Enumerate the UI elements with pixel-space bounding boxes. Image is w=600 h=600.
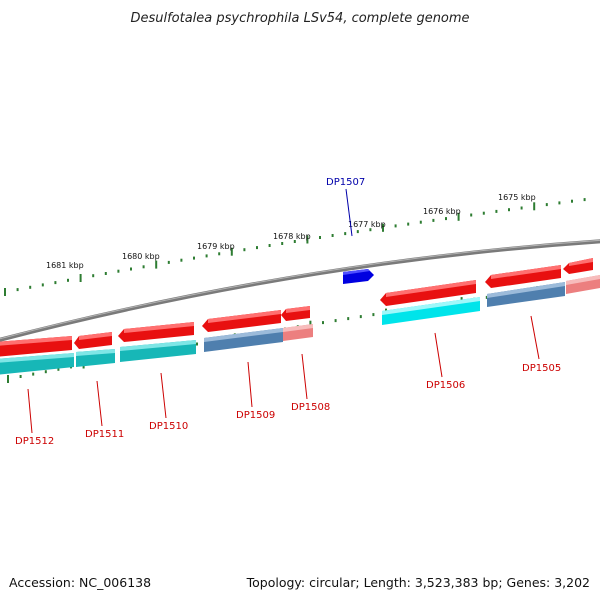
minor-tick [130, 267, 132, 271]
minor-tick [29, 285, 32, 289]
gene-label-dp1510[interactable]: DP1510 [149, 421, 188, 432]
gene-label-dp1505[interactable]: DP1505 [522, 363, 561, 374]
genome-backbone-highlight [0, 239, 600, 340]
feature-bar-dp1508[interactable] [283, 324, 313, 341]
minor-tick [205, 254, 208, 258]
minor-tick [583, 198, 586, 202]
minor-tick [407, 222, 410, 226]
gene-label-dp1511[interactable]: DP1511 [85, 429, 124, 440]
minor-tick [142, 265, 145, 269]
scale-label-1679: 1679 kbp [197, 242, 235, 251]
map-title: Desulfotalea psychrophila LSv54, complet… [130, 11, 469, 26]
minor-tick [92, 274, 95, 278]
minor-tick [167, 260, 170, 264]
minor-tick [482, 211, 485, 215]
genome-backbone [0, 239, 600, 342]
minor-tick [44, 370, 47, 374]
minor-tick [243, 248, 246, 252]
minor-tick [359, 315, 362, 319]
outer-scale-ticks [4, 198, 586, 296]
label-leaders [27, 188, 540, 434]
scale-label-1677: 1677 kbp [348, 220, 386, 229]
minor-tick [67, 278, 69, 282]
feature-bar-dp1504[interactable] [566, 275, 600, 294]
minor-tick [117, 269, 120, 273]
major-tick [230, 247, 233, 256]
minor-tick [432, 218, 435, 222]
minor-tick [104, 272, 107, 275]
minor-tick [196, 342, 198, 346]
feature-bar-dp1510[interactable] [120, 340, 196, 362]
minor-tick [57, 367, 60, 371]
gene-dp1509-arrow[interactable] [202, 310, 281, 332]
feature-bar-dp1509[interactable] [204, 328, 283, 352]
gene-label-dp1507[interactable]: DP1507 [326, 177, 365, 188]
gene-dp1512-arrow[interactable] [0, 336, 72, 357]
minor-tick [193, 256, 195, 260]
minor-tick [495, 209, 498, 213]
gene-label-dp1508[interactable]: DP1508 [291, 402, 330, 413]
gene-dp1511-arrow[interactable] [74, 332, 112, 349]
major-tick [306, 235, 309, 244]
minor-tick [545, 203, 548, 207]
major-tick [533, 202, 536, 211]
accession-text: Accession: NC_006138 [9, 575, 151, 590]
minor-tick [256, 246, 258, 250]
gene-label-dp1512[interactable]: DP1512 [15, 436, 54, 447]
major-tick [7, 375, 9, 383]
minor-tick [268, 244, 271, 247]
topology-summary-text: Topology: circular; Length: 3,523,383 bp… [246, 575, 590, 590]
gene-label-dp1506[interactable]: DP1506 [426, 380, 465, 391]
scale-label-1681: 1681 kbp [46, 261, 84, 270]
minor-tick [372, 313, 375, 317]
minor-tick [558, 201, 561, 205]
major-tick [79, 274, 82, 282]
minor-tick [347, 317, 350, 321]
scale-label-1678: 1678 kbp [273, 232, 311, 241]
minor-tick [485, 295, 488, 299]
major-tick [155, 260, 158, 269]
feature-bar-dp1506[interactable] [382, 297, 480, 325]
minor-tick [369, 228, 372, 232]
major-tick [382, 223, 384, 232]
minor-tick [32, 372, 35, 376]
minor-tick [470, 213, 473, 217]
minor-tick [319, 236, 321, 239]
minor-tick [41, 283, 44, 287]
minor-tick [54, 281, 57, 285]
minor-tick [331, 234, 334, 237]
feature-bar-dp1511[interactable] [76, 349, 115, 367]
gene-dp1504-arrow[interactable] [563, 255, 600, 274]
gene-label-dp1509[interactable]: DP1509 [236, 410, 275, 421]
gene-dp1508-arrow[interactable] [281, 306, 310, 321]
minor-tick [293, 240, 296, 243]
minor-tick [322, 321, 324, 325]
scale-label-1675: 1675 kbp [498, 193, 536, 202]
scale-label-1676: 1676 kbp [423, 207, 461, 216]
gene-dp1505-arrow[interactable] [485, 265, 561, 288]
minor-tick [19, 375, 22, 378]
gene-dp1507-arrow[interactable] [343, 269, 374, 284]
minor-tick [520, 206, 523, 210]
minor-tick [281, 242, 284, 245]
minor-tick [419, 220, 422, 224]
feature-bar-dp1512[interactable] [0, 353, 74, 375]
minor-tick [394, 224, 397, 228]
minor-tick [445, 217, 447, 221]
minor-tick [344, 232, 347, 236]
minor-tick [508, 208, 510, 212]
scale-label-1680: 1680 kbp [122, 252, 160, 261]
minor-tick [571, 199, 573, 203]
minor-tick [16, 288, 19, 292]
major-tick [4, 288, 6, 296]
feature-bar-dp1505[interactable] [487, 282, 565, 307]
minor-tick [180, 258, 183, 262]
gene-dp1506-arrow[interactable] [380, 280, 476, 306]
minor-tick [334, 319, 337, 323]
gene-dp1510-arrow[interactable] [118, 322, 194, 342]
minor-tick [218, 252, 221, 256]
minor-tick [356, 230, 359, 234]
major-tick [457, 212, 460, 221]
